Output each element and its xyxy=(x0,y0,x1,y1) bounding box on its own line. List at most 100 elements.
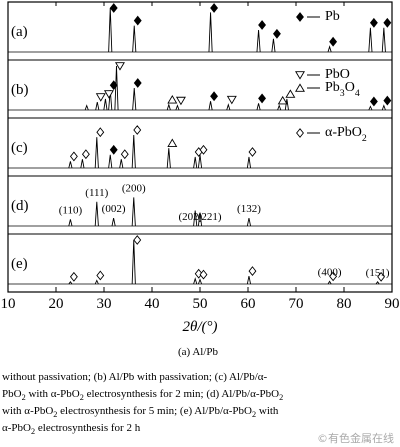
x-axis-label: 2θ/(°) xyxy=(182,319,217,335)
legend-symbol xyxy=(296,128,304,138)
peak xyxy=(246,275,252,285)
phase-marker xyxy=(369,17,378,28)
phase-marker xyxy=(109,80,118,91)
phase-marker xyxy=(277,95,288,105)
peak xyxy=(368,105,373,111)
phase-marker xyxy=(109,3,118,13)
legend-symbol xyxy=(296,12,304,22)
panel-label: (d) xyxy=(11,198,29,214)
caption-title: (a) Al/Pb xyxy=(177,346,219,358)
phase-marker xyxy=(69,271,78,282)
peak xyxy=(80,159,85,169)
peak xyxy=(94,137,99,169)
peak xyxy=(193,210,198,227)
peak xyxy=(375,281,380,285)
caption-line: without passivation; (b) Al/Pb with pass… xyxy=(2,371,268,383)
legend-label: Pb3O4 xyxy=(325,80,360,99)
peak xyxy=(208,12,213,53)
x-tick-label: 70 xyxy=(289,296,304,312)
hkl-label: (202) xyxy=(178,211,202,223)
phase-marker xyxy=(383,95,392,106)
phase-marker xyxy=(167,138,178,148)
x-tick-label: 90 xyxy=(385,296,400,312)
legend-label: α-PbO2 xyxy=(325,125,367,144)
panel-label: (b) xyxy=(11,82,29,98)
peak xyxy=(131,239,136,285)
peak xyxy=(368,27,373,53)
phase-marker xyxy=(258,20,266,30)
peak xyxy=(271,38,276,53)
peak xyxy=(327,45,332,53)
peak xyxy=(68,161,73,169)
peak xyxy=(131,134,136,169)
phase-marker xyxy=(377,271,386,282)
phase-marker xyxy=(329,36,338,47)
x-tick-label: 60 xyxy=(241,296,256,312)
phase-marker xyxy=(133,125,142,135)
peak xyxy=(103,98,108,111)
peak xyxy=(132,25,137,53)
peak xyxy=(197,278,203,285)
phase-marker xyxy=(103,90,114,99)
phase-marker xyxy=(133,235,142,245)
peak xyxy=(381,27,386,53)
phase-marker xyxy=(95,93,106,102)
x-tick-label: 10 xyxy=(1,296,16,312)
phase-marker xyxy=(194,268,203,279)
phase-marker xyxy=(248,266,257,277)
watermark: ©有色金属在线 xyxy=(317,432,394,445)
hkl-label: (110) xyxy=(59,204,83,216)
peak xyxy=(94,279,99,285)
phase-marker xyxy=(96,127,105,138)
hkl-label: (200) xyxy=(122,182,146,194)
peak xyxy=(108,7,113,53)
phase-marker xyxy=(210,91,218,102)
peak xyxy=(95,101,100,111)
x-tick-label: 80 xyxy=(337,296,352,312)
hkl-label: (132) xyxy=(237,203,261,215)
phase-marker xyxy=(109,144,118,155)
peak xyxy=(208,101,213,111)
legend-label: PbO xyxy=(325,67,350,82)
phase-marker xyxy=(210,3,218,13)
hkl-label: (111) xyxy=(85,186,108,198)
peak xyxy=(246,156,252,169)
peak xyxy=(193,156,198,169)
peak xyxy=(68,219,73,227)
peak xyxy=(256,29,261,53)
peak xyxy=(119,159,124,169)
legend-symbol xyxy=(295,83,305,92)
phase-marker xyxy=(199,269,208,280)
plot-frame xyxy=(7,1,393,293)
legend-symbol xyxy=(295,71,305,80)
peak xyxy=(68,281,73,285)
peak xyxy=(226,103,231,111)
phase-marker xyxy=(133,15,142,26)
x-tick-label: 50 xyxy=(193,296,208,312)
phase-marker xyxy=(167,95,178,104)
phase-marker xyxy=(81,149,90,160)
phase-marker xyxy=(114,62,125,71)
phase-marker xyxy=(369,96,378,107)
phase-marker xyxy=(273,28,281,39)
peak xyxy=(175,104,180,111)
peak xyxy=(111,217,116,227)
phase-marker xyxy=(69,151,78,162)
phase-marker xyxy=(96,270,105,281)
panel-label: (c) xyxy=(11,140,28,156)
phase-marker xyxy=(120,149,129,160)
panel-label: (a) xyxy=(11,24,28,40)
phase-marker xyxy=(226,95,237,105)
caption-line: α-PbO2 electrosynthesis for 2 h xyxy=(2,422,141,437)
phase-marker xyxy=(383,17,392,28)
peak xyxy=(84,104,89,111)
hkl-label: (002) xyxy=(102,203,126,215)
peak xyxy=(197,154,203,169)
peak xyxy=(381,104,386,111)
hkl-label: (221) xyxy=(198,211,222,223)
panel-label: (e) xyxy=(11,256,28,272)
peak xyxy=(327,280,332,285)
peak xyxy=(193,277,198,285)
peak xyxy=(284,98,289,111)
